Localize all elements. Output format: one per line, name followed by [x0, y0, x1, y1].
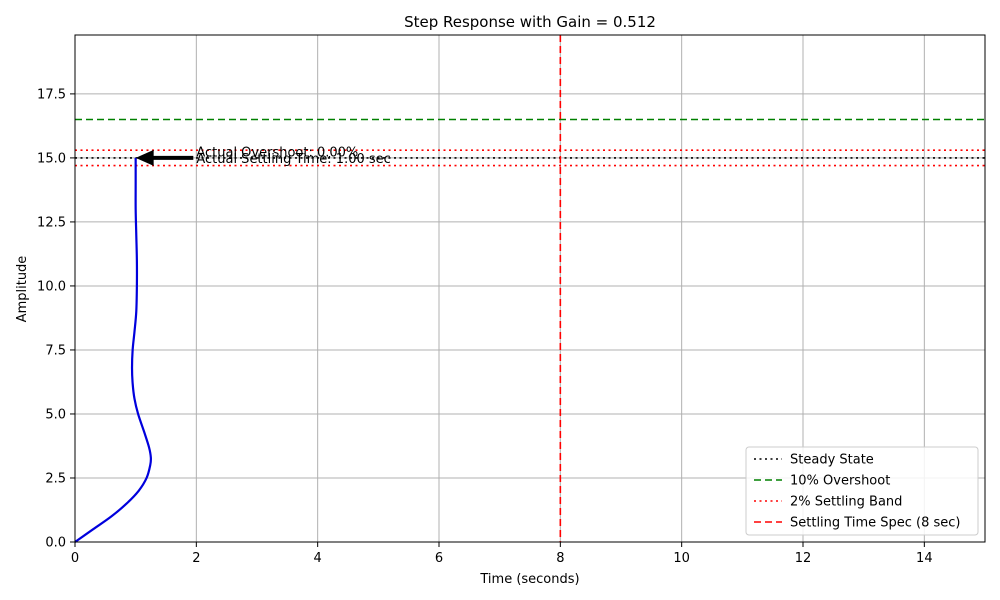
y-tick-label: 5.0 [45, 407, 66, 422]
legend-box [745, 446, 979, 536]
x-tick-label: 10 [673, 551, 690, 566]
y-tick-label: 0.0 [45, 536, 66, 551]
legend-label: Settling Time Spec (8 sec) [790, 516, 961, 531]
y-axis-label: Amplitude [15, 256, 30, 323]
response-curve-group [74, 157, 153, 543]
x-tick-label: 6 [435, 551, 443, 566]
legend-label: Steady State [790, 453, 874, 468]
x-tick-label: 12 [795, 551, 812, 566]
y-axis-ticks: 0.0 2.5 5.0 7.5 10.0 12.5 15.0 17.5 [37, 87, 75, 551]
annotation-text: Actual Overshoot: 0.00% [196, 146, 358, 161]
x-tick-label: 8 [556, 551, 564, 566]
plot-frame [74, 34, 986, 543]
legend: Steady State 10% Overshoot 2% Settling Ban… [745, 446, 979, 536]
reference-lines [75, 35, 985, 542]
annotations: Actual Overshoot: 0.00%Actual Settling T… [135, 146, 391, 167]
annotation-text: Actual Settling Time: 1.00 sec [196, 152, 390, 167]
y-tick-label: 7.5 [45, 343, 66, 358]
y-tick-label: 2.5 [45, 471, 66, 486]
x-tick-label: 4 [314, 551, 322, 566]
arrow-head [135, 149, 154, 166]
x-tick-label: 14 [916, 551, 933, 566]
y-tick-label: 15.0 [37, 151, 66, 166]
y-tick-label: 17.5 [37, 87, 66, 102]
y-tick-label: 10.0 [37, 279, 66, 294]
x-axis-ticks: 0 2 4 6 8 10 12 14 [71, 542, 933, 566]
chart-title: Step Response with Gain = 0.512 [404, 13, 656, 31]
response-line [74, 157, 153, 543]
x-tick-label: 2 [192, 551, 200, 566]
y-tick-label: 12.5 [37, 215, 66, 230]
x-axis-label: Time (seconds) [479, 572, 579, 587]
x-tick-label: 0 [71, 551, 79, 566]
legend-label: 2% Settling Band [790, 495, 902, 510]
legend-label: 10% Overshoot [790, 474, 890, 489]
